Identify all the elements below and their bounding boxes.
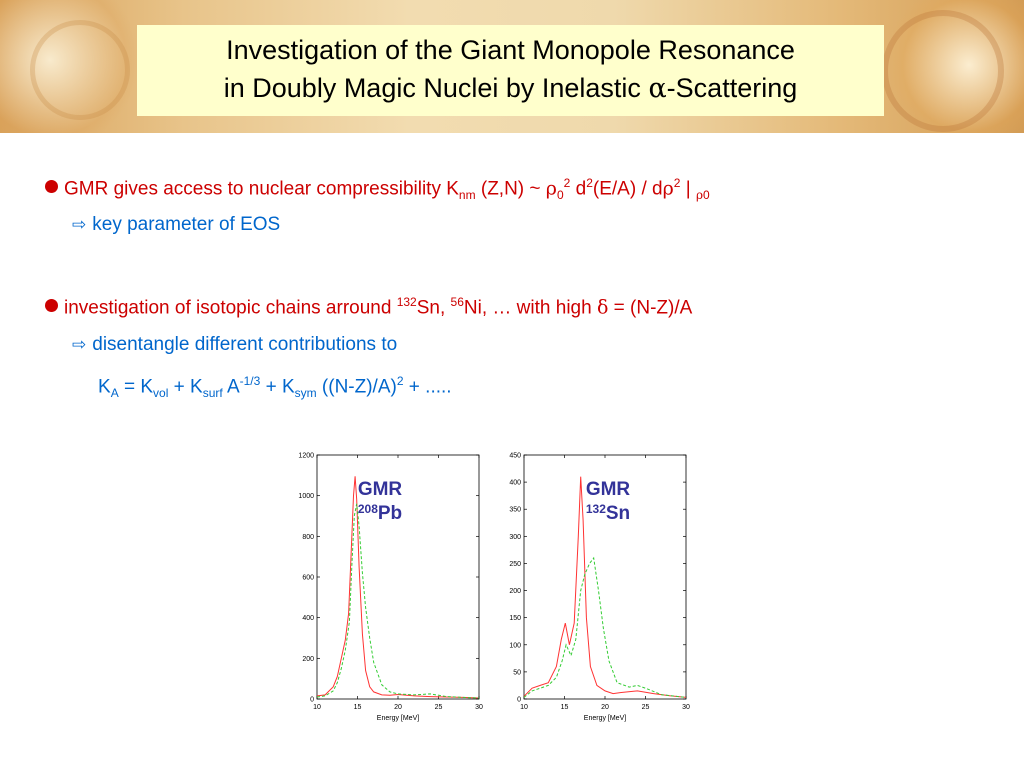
subscript: A	[110, 386, 119, 401]
superscript: 2	[586, 176, 593, 190]
x-tick-label: 30	[475, 704, 483, 711]
bullet-text: investigation of isotopic chains arround	[64, 297, 397, 319]
bullet-isotopic-chains: investigation of isotopic chains arround…	[45, 295, 692, 319]
gmr-pb208-plot: 0 200 400 600 800 1000 1200 10 15 20 25 30 Energy [M…	[298, 453, 483, 723]
bullet-compressibility: GMR gives access to nuclear compressibil…	[45, 176, 710, 202]
subscript: 0	[703, 188, 710, 203]
x-tick-label: 20	[394, 704, 402, 711]
title-line-2-suffix: -Scattering	[666, 73, 798, 103]
subscript: 0	[556, 188, 564, 203]
plot-label-gmr: GMR	[586, 479, 631, 500]
subscript: vol	[153, 386, 169, 401]
x-tick-label: 25	[642, 704, 650, 711]
bullet-text: |	[680, 178, 696, 200]
element-symbol: Pb	[378, 503, 402, 524]
element-symbol: Sn	[606, 503, 630, 524]
rho-symbol: ρ	[545, 177, 557, 200]
formula-text: + K	[168, 376, 203, 398]
x-tick-label: 25	[435, 704, 443, 711]
rho-symbol: ρ	[662, 177, 674, 200]
formula-text: ((N-Z)/A)	[316, 376, 397, 398]
rho-symbol: ρ	[695, 188, 703, 203]
y-tick-label: 200	[302, 656, 314, 663]
subscript: nm	[458, 188, 476, 203]
subpoint-disentangle: ⇨ disentangle different contributions to	[72, 334, 397, 356]
y-tick-label: 0	[517, 697, 521, 704]
y-tick-label: 1000	[298, 493, 314, 500]
bullet-text: (E/A) / d	[592, 178, 663, 200]
x-axis-label: Energy [MeV]	[584, 715, 626, 722]
series-line-solid	[523, 476, 687, 698]
title-line-2: in Doubly Magic Nuclei by Inelastic α-Sc…	[137, 69, 884, 108]
bullet-dot-icon	[45, 299, 58, 313]
y-tick-label: 1200	[298, 453, 314, 460]
x-tick-label: 15	[354, 704, 362, 711]
bullet-dot-icon	[45, 180, 58, 194]
y-tick-label: 350	[509, 507, 521, 514]
title-line-1: Investigation of the Giant Monopole Reso…	[226, 35, 795, 65]
y-tick-label: 150	[509, 615, 521, 622]
subpoint-text: key parameter of EOS	[92, 214, 281, 235]
y-tick-label: 0	[310, 697, 314, 704]
superscript: -1/3	[239, 374, 261, 388]
plot-label-nucleus: 208Pb	[358, 502, 402, 524]
formula-text: A	[222, 376, 240, 398]
formula-text: K	[98, 376, 111, 398]
subscript: surf	[202, 386, 223, 401]
slide-title: Investigation of the Giant Monopole Reso…	[137, 25, 884, 116]
series-line-solid	[316, 476, 480, 699]
bullet-text: (Z,N) ~	[475, 178, 546, 200]
gmr-sn132-plot: 0 50 100 150 200 250 300 350 400 450 10 15 20 25 30 Ene…	[509, 453, 690, 723]
formula-text: + K	[260, 376, 295, 398]
formula-text: + .....	[403, 376, 452, 398]
y-tick-label: 100	[509, 642, 521, 649]
x-axis-label: Energy [MeV]	[377, 715, 419, 722]
formula-text: = K	[118, 376, 154, 398]
y-tick-label: 300	[509, 534, 521, 541]
title-line-2-text: in Doubly Magic Nuclei by Inelastic	[223, 73, 649, 103]
arrow-right-icon: ⇨	[72, 215, 87, 235]
subscript: sym	[294, 386, 317, 401]
x-tick-label: 30	[682, 704, 690, 711]
x-tick-label: 10	[313, 704, 321, 711]
y-tick-label: 800	[302, 534, 314, 541]
series-line-dashed	[316, 503, 480, 699]
y-tick-label: 50	[513, 669, 521, 676]
y-tick-label: 200	[509, 588, 521, 595]
bullet-text: Ni, … with high	[463, 297, 597, 319]
bullet-text: Sn,	[416, 297, 451, 319]
compressibility-formula: KA = Kvol + Ksurf A-1/3 + Ksym ((N-Z)/A)…	[98, 374, 452, 400]
x-tick-label: 20	[601, 704, 609, 711]
subpoint-text: disentangle different contributions to	[92, 334, 398, 355]
y-tick-label: 250	[509, 561, 521, 568]
y-tick-label: 400	[509, 480, 521, 487]
bullet-text: = (N-Z)/A	[608, 297, 693, 319]
y-tick-label: 600	[302, 575, 314, 582]
y-tick-label: 400	[302, 615, 314, 622]
superscript: 56	[450, 295, 464, 309]
x-tick-label: 15	[561, 704, 569, 711]
alpha-symbol: α	[648, 73, 667, 104]
mass-number: 132	[586, 502, 606, 516]
decorative-ring-right	[882, 10, 1004, 132]
superscript: 132	[396, 295, 417, 309]
plot-label-nucleus: 132Sn	[586, 502, 630, 524]
delta-symbol: δ	[596, 296, 609, 319]
subpoint-eos: ⇨ key parameter of EOS	[72, 214, 280, 236]
superscript: 2	[673, 176, 681, 190]
y-tick-label: 450	[509, 453, 521, 460]
bullet-text: d	[570, 178, 587, 200]
bullet-text: GMR gives access to nuclear compressibil…	[64, 178, 459, 200]
x-tick-label: 10	[520, 704, 528, 711]
superscript: 2	[396, 374, 404, 388]
plot-frame	[523, 454, 687, 700]
series-line-dashed	[523, 556, 687, 698]
arrow-right-icon: ⇨	[72, 335, 87, 355]
superscript: 2	[563, 176, 571, 190]
plot-label-gmr: GMR	[358, 479, 403, 500]
mass-number: 208	[358, 502, 378, 516]
decorative-ring-left	[30, 20, 130, 120]
